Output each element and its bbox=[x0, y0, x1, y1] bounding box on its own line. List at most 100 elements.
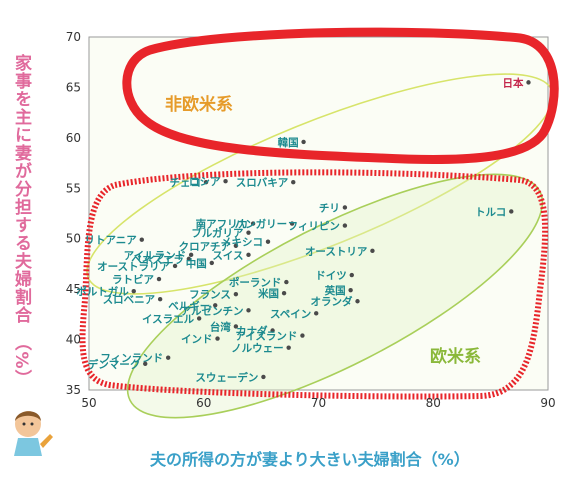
point-label: ブルガリア bbox=[191, 227, 244, 240]
point-label: アイルランド bbox=[124, 250, 186, 262]
y-tick-label: 65 bbox=[66, 80, 81, 94]
y-tick-label: 40 bbox=[66, 333, 81, 347]
point-label: スウェーデン bbox=[195, 371, 258, 384]
data-point bbox=[301, 139, 306, 145]
y-tick-label: 50 bbox=[66, 232, 81, 246]
point-label: 台湾 bbox=[210, 320, 231, 333]
point-label: トルコ bbox=[475, 206, 506, 218]
data-point bbox=[246, 230, 251, 235]
data-point bbox=[172, 263, 178, 269]
group-label-non-western: 非欧米系 bbox=[165, 94, 233, 115]
point-label: オーストリア bbox=[305, 246, 368, 258]
data-point bbox=[526, 80, 531, 85]
point-label: ベネズエラ bbox=[131, 253, 184, 266]
x-tick-label: 70 bbox=[311, 396, 326, 410]
y-tick-label: 45 bbox=[66, 282, 81, 296]
point-label: スロベニア bbox=[103, 294, 156, 306]
point-label: リトアニア bbox=[84, 235, 137, 247]
point-label: アルゼンチン bbox=[181, 304, 244, 317]
point-label: ラトビア bbox=[112, 273, 154, 286]
data-point bbox=[261, 374, 266, 380]
point-label: メキシコ bbox=[221, 237, 263, 249]
point-label: ベルギー bbox=[168, 299, 210, 312]
data-point bbox=[131, 288, 136, 294]
data-point bbox=[156, 276, 162, 282]
point-label: ドイツ bbox=[315, 270, 347, 282]
data-point bbox=[139, 237, 144, 242]
data-point bbox=[186, 256, 192, 262]
data-point bbox=[209, 260, 214, 266]
point-label: カナダ bbox=[236, 324, 268, 337]
data-point bbox=[246, 308, 251, 313]
data-point bbox=[233, 243, 239, 248]
y-tick-label: 35 bbox=[66, 383, 81, 397]
data-point bbox=[213, 303, 218, 308]
point-label: 中国 bbox=[186, 257, 207, 270]
y-tick-label: 60 bbox=[66, 131, 81, 145]
data-point bbox=[203, 180, 209, 185]
data-point bbox=[291, 180, 296, 185]
point-label: オランダ bbox=[311, 295, 353, 308]
point-label: スロバキア bbox=[236, 177, 289, 189]
point-label: ハンガリー bbox=[235, 218, 288, 231]
data-point bbox=[188, 252, 194, 258]
data-point bbox=[289, 221, 295, 226]
x-tick-label: 90 bbox=[540, 396, 555, 410]
point-label: スイス bbox=[212, 250, 243, 262]
point-label: スペイン bbox=[270, 308, 311, 320]
point-label: ロシア bbox=[189, 176, 221, 188]
y-tick-label: 55 bbox=[66, 181, 81, 195]
group-label-western: 欧米系 bbox=[430, 346, 481, 367]
point-label: オーストラリア bbox=[97, 261, 170, 273]
data-point bbox=[143, 361, 148, 366]
data-point bbox=[286, 345, 291, 350]
data-point bbox=[349, 272, 354, 278]
x-axis-label: 夫の所得の方が妻より大きい夫婦割合（%） bbox=[150, 450, 470, 469]
data-point bbox=[223, 179, 228, 184]
point-label: デンマーク bbox=[88, 358, 141, 371]
x-tick-label: 60 bbox=[196, 396, 211, 410]
point-label: イスラエル bbox=[142, 313, 195, 325]
data-point bbox=[355, 299, 360, 304]
x-tick-label: 80 bbox=[426, 396, 441, 410]
western-red-circle bbox=[79, 169, 549, 400]
data-point bbox=[314, 311, 319, 316]
point-label: チリ bbox=[319, 202, 340, 214]
point-label: チェコ bbox=[170, 177, 202, 189]
point-label: 米国 bbox=[257, 287, 279, 300]
point-label: クロアチア bbox=[179, 241, 232, 253]
point-label: ポーランド bbox=[229, 276, 282, 289]
point-label: ノルウェー bbox=[231, 343, 284, 355]
point-label: フィンランド bbox=[100, 353, 163, 365]
point-label: フィリピン bbox=[288, 221, 340, 233]
data-point bbox=[342, 223, 348, 228]
data-point bbox=[157, 297, 163, 302]
data-point bbox=[265, 239, 271, 244]
data-point bbox=[215, 336, 220, 341]
point-label: ポルトガル bbox=[76, 285, 129, 298]
data-point bbox=[246, 252, 251, 258]
point-label: インド bbox=[181, 334, 213, 346]
y-tick-label: 70 bbox=[66, 30, 81, 44]
point-label: 英国 bbox=[324, 284, 346, 297]
data-point bbox=[509, 209, 514, 214]
data-point bbox=[233, 291, 239, 297]
point-label: 韓国 bbox=[278, 136, 299, 149]
non-western-red-circle bbox=[122, 27, 559, 165]
mascot-icon bbox=[14, 411, 53, 456]
plot-area bbox=[88, 36, 549, 391]
data-point bbox=[196, 316, 202, 321]
point-label: アイスランド bbox=[235, 331, 297, 343]
data-point bbox=[270, 328, 275, 333]
point-label: 日本 bbox=[502, 76, 523, 89]
data-point bbox=[281, 290, 287, 296]
data-point bbox=[342, 205, 348, 210]
data-point bbox=[370, 248, 375, 254]
data-point bbox=[348, 287, 353, 293]
y-axis-label: 家事を主に妻が分担する夫婦割合 （%） bbox=[11, 54, 31, 388]
point-label: フランス bbox=[189, 289, 231, 301]
x-tick-label: 50 bbox=[81, 396, 96, 410]
data-point bbox=[233, 324, 239, 329]
data-point bbox=[250, 221, 256, 226]
